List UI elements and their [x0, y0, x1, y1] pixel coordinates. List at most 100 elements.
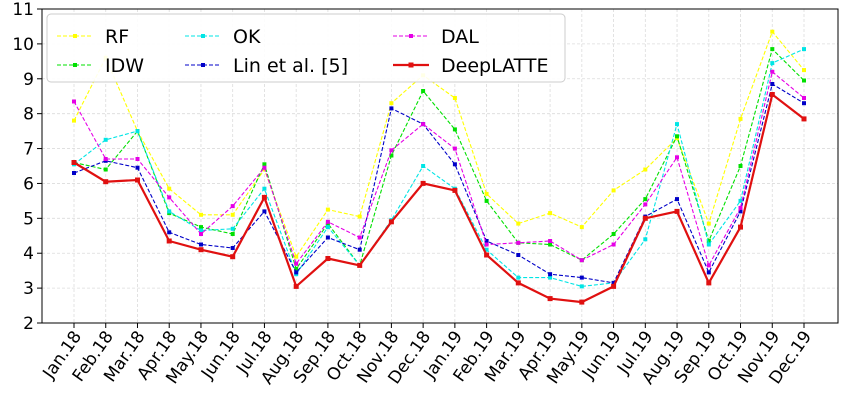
data-point-deeplatte [103, 179, 109, 185]
data-point-lin-et-al-5 [484, 239, 489, 243]
data-point-ok [643, 237, 648, 242]
data-point-dal [230, 204, 235, 209]
data-point-deeplatte [71, 160, 77, 165]
data-point-deeplatte [388, 219, 394, 225]
series-line-idw [73, 48, 805, 271]
data-point-idw [199, 225, 203, 230]
data-point-ok [802, 47, 806, 52]
data-point-rf [294, 254, 299, 259]
data-point-idw [802, 78, 806, 83]
plot-frame [41, 8, 839, 324]
data-point-rf [357, 214, 362, 219]
data-point-rf [516, 221, 521, 226]
data-point-deeplatte [293, 283, 299, 289]
data-point-dal [357, 235, 362, 240]
x-axis: Jan.18Feb.18Mar.18Apr.18May.18Jun.18Jul.… [39, 323, 816, 388]
legend-marker-deeplatte [408, 62, 414, 68]
legend-label-deeplatte: DeepLATTE [441, 55, 549, 77]
data-point-deeplatte [579, 299, 585, 305]
data-point-deeplatte [261, 194, 267, 200]
y-tick-label: 4 [23, 244, 34, 264]
data-point-deeplatte [357, 262, 363, 268]
data-point-rf [167, 186, 172, 191]
legend-label-ok: OK [233, 26, 261, 48]
data-point-deeplatte [769, 92, 775, 97]
series-line-rf [73, 30, 805, 258]
data-point-idw [706, 239, 711, 243]
data-point-lin-et-al-5 [579, 275, 584, 280]
data-point-deeplatte [547, 296, 553, 302]
data-point-rf [770, 29, 775, 34]
legend: RF IDW OK Lin et al. [5] DAL DeepLATTE [46, 13, 566, 83]
data-point-idw [770, 47, 775, 52]
data-point-ok [770, 61, 775, 66]
legend-box [46, 13, 566, 83]
data-point-idw [262, 162, 267, 167]
data-point-rf [389, 101, 394, 106]
data-point-lin-et-al-5 [452, 162, 457, 167]
y-tick-label: 10 [12, 35, 34, 55]
legend-label-rf: RF [105, 26, 129, 48]
data-point-rf [611, 188, 616, 193]
data-point-idw [484, 198, 489, 203]
data-point-idw [643, 197, 648, 202]
data-point-dal [199, 232, 203, 236]
data-point-lin-et-al-5 [802, 101, 806, 106]
y-tick-label: 8 [23, 105, 34, 125]
legend-marker-lin-et-al-5 [201, 63, 205, 67]
data-point-dal [516, 240, 521, 245]
y-tick-label: 7 [23, 140, 34, 160]
series-line-ok [73, 48, 805, 287]
data-point-lin-et-al-5 [738, 209, 743, 214]
data-point-dal [421, 122, 426, 127]
data-point-lin-et-al-5 [675, 197, 679, 202]
data-point-ok [230, 226, 235, 231]
data-point-idw [230, 232, 235, 236]
data-point-ok [135, 129, 140, 134]
data-point-dal [484, 242, 489, 247]
y-tick-label: 11 [12, 0, 34, 20]
data-point-rf [548, 211, 553, 216]
data-point-dal [706, 263, 711, 268]
data-point-idw [103, 167, 108, 172]
series-line-dal [73, 70, 805, 267]
data-point-deeplatte [738, 224, 743, 230]
data-point-idw [675, 134, 679, 139]
data-point-rf [579, 225, 584, 230]
data-point-ok [516, 275, 521, 280]
data-point-deeplatte [166, 238, 172, 244]
data-point-dal [675, 155, 679, 160]
data-point-lin-et-al-5 [325, 235, 330, 240]
data-point-rf [230, 212, 235, 217]
data-point-idw [611, 232, 616, 236]
data-point-rf [738, 116, 743, 121]
data-point-deeplatte [642, 215, 648, 221]
y-tick-label: 2 [23, 314, 34, 334]
data-point-dal [802, 96, 806, 100]
data-point-deeplatte [325, 256, 331, 261]
data-point-ok [706, 242, 711, 247]
data-point-lin-et-al-5 [770, 82, 775, 86]
data-point-deeplatte [452, 187, 458, 193]
data-point-dal [262, 165, 267, 170]
data-point-idw [421, 89, 426, 93]
data-point-ok [484, 247, 489, 252]
data-point-rf [706, 221, 711, 226]
y-tick-label: 5 [23, 209, 34, 229]
data-point-dal [294, 261, 299, 266]
data-point-deeplatte [706, 280, 712, 286]
data-point-dal [135, 157, 140, 161]
data-point-idw [452, 127, 457, 132]
data-point-dal [770, 69, 775, 74]
data-point-ok [548, 275, 553, 280]
y-tick-label: 3 [23, 279, 34, 299]
data-point-lin-et-al-5 [294, 270, 299, 275]
data-point-ok [167, 209, 172, 214]
data-point-rf [452, 96, 457, 100]
y-tick-label: 6 [23, 174, 34, 194]
data-point-idw [548, 242, 553, 247]
data-point-lin-et-al-5 [72, 171, 76, 175]
data-point-ok [199, 228, 203, 233]
data-point-lin-et-al-5 [389, 106, 394, 111]
